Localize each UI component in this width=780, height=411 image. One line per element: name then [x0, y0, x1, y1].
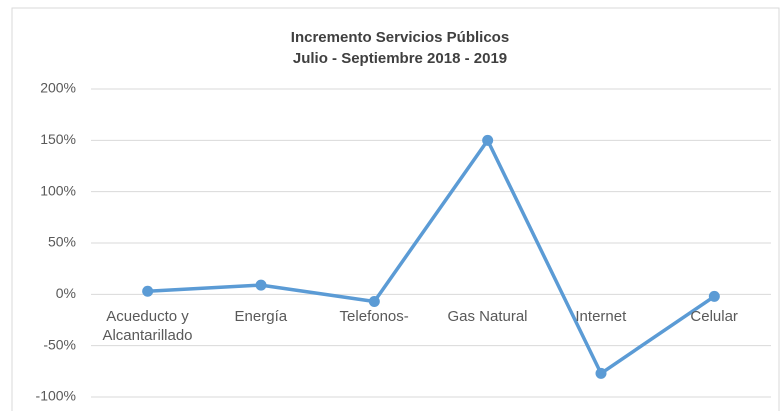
data-point — [708, 290, 720, 302]
chart-subtitle: Julio - Septiembre 2018 - 2019 — [293, 50, 507, 67]
x-tick-label: Acueducto y Alcantarillado — [102, 308, 193, 345]
data-point — [368, 296, 380, 308]
y-tick-label: -100% — [36, 388, 76, 404]
data-point — [255, 279, 267, 291]
y-tick-label: 50% — [48, 234, 76, 250]
data-point — [595, 367, 607, 379]
x-tick-label: Internet — [575, 308, 627, 326]
x-tick-label: Gas Natural — [447, 308, 528, 326]
data-point — [142, 285, 154, 297]
chart-title: Incremento Servicios Públicos — [291, 29, 509, 46]
x-tick-label: Telefonos- — [339, 308, 409, 326]
x-tick-label: Celular — [690, 308, 738, 326]
y-tick-label: -50% — [43, 336, 76, 352]
y-tick-label: 100% — [40, 182, 76, 198]
data-point — [482, 134, 494, 146]
chart-border — [11, 7, 780, 411]
y-tick-label: 200% — [40, 80, 76, 96]
x-tick-label: Energía — [234, 308, 288, 326]
data-line — [147, 138, 716, 376]
y-tick-label: 0% — [56, 285, 76, 301]
y-tick-label: 150% — [40, 131, 76, 147]
